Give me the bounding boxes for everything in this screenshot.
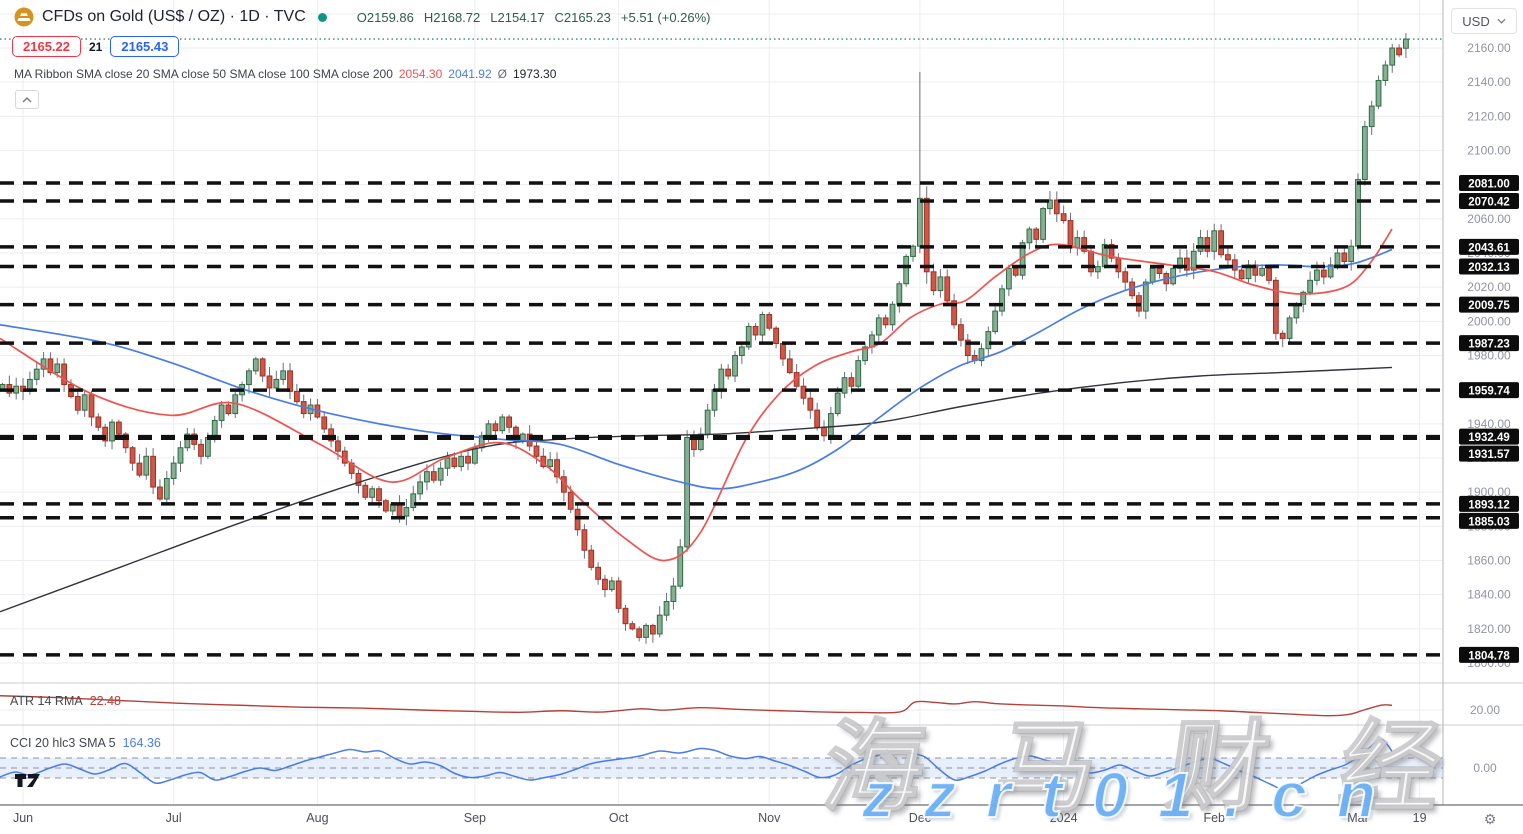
avg-value: 1973.30 [513,67,557,81]
svg-text:1987.23: 1987.23 [1468,339,1510,351]
svg-text:1893.12: 1893.12 [1468,499,1510,511]
ma-ribbon-legend[interactable]: MA Ribbon SMA close 20 SMA close 50 SMA … [14,67,556,81]
ohlc-values: O2159.86 H2168.72 L2154.17 C2165.23 +5.5… [356,9,711,25]
spread-value: 21 [89,39,103,54]
svg-text:Aug: Aug [306,811,328,825]
svg-text:2100.00: 2100.00 [1467,143,1511,157]
svg-text:1804.78: 1804.78 [1468,650,1510,662]
symbol-header[interactable]: CFDs on Gold (US$ / OZ) · 1D · TVC O2159… [14,7,711,27]
atr-label: ATR 14 RMA [10,694,83,708]
tradingview-logo[interactable] [13,771,45,795]
chevron-up-icon [22,96,32,102]
svg-text:2140.00: 2140.00 [1467,75,1511,89]
trade-buttons: 2165.22 21 2165.43 [12,36,180,57]
svg-text:1820.00: 1820.00 [1467,622,1511,636]
svg-text:1980.00: 1980.00 [1467,348,1511,362]
svg-text:2120.00: 2120.00 [1467,109,1511,123]
svg-text:2160.00: 2160.00 [1467,41,1511,55]
collapse-panel-button[interactable] [15,90,39,109]
svg-text:2081.00: 2081.00 [1468,178,1510,190]
cci-legend[interactable]: CCI 20 hlc3 SMA 5 164.36 [10,736,161,750]
svg-text:1932.49: 1932.49 [1468,432,1510,444]
svg-text:Nov: Nov [758,811,781,825]
svg-text:19: 19 [1413,811,1427,825]
cci-value: 164.36 [122,736,161,750]
sell-button[interactable]: 2165.22 [12,36,81,57]
svg-text:20.00: 20.00 [1470,703,1500,717]
cci-label: CCI 20 hlc3 SMA 5 [10,736,116,750]
svg-text:2032.13: 2032.13 [1468,262,1510,274]
buy-button[interactable]: 2165.43 [110,36,180,57]
sma20-value: 2054.30 [398,67,443,81]
svg-text:1885.03: 1885.03 [1468,516,1510,528]
change-value: +5.51 (+0.26%) [620,9,711,25]
svg-text:1860.00: 1860.00 [1467,553,1511,567]
market-status-icon[interactable] [317,12,327,22]
svg-text:2070.42: 2070.42 [1468,197,1510,209]
chevron-down-icon [1497,18,1506,24]
svg-text:0.00: 0.00 [1473,761,1497,775]
svg-text:Feb: Feb [1203,811,1225,825]
svg-text:Dec: Dec [909,811,931,825]
svg-text:1940.00: 1940.00 [1467,417,1511,431]
symbol-title: CFDs on Gold (US$ / OZ) · 1D · TVC [42,8,306,25]
gold-coin-icon [14,7,34,27]
svg-text:1959.74: 1959.74 [1468,386,1510,398]
svg-text:2060.00: 2060.00 [1467,212,1511,226]
time-axis-settings-gear-icon[interactable]: ⚙ [1484,811,1497,827]
svg-text:Jul: Jul [166,811,182,825]
svg-text:2020.00: 2020.00 [1467,280,1511,294]
svg-text:2000.00: 2000.00 [1467,314,1511,328]
svg-text:1900.00: 1900.00 [1467,485,1511,499]
atr-value: 22.48 [89,694,121,708]
currency-selector[interactable]: USD [1451,8,1517,34]
svg-text:2043.61: 2043.61 [1468,242,1510,254]
svg-text:Mar: Mar [1347,811,1369,825]
svg-text:1931.57: 1931.57 [1468,449,1510,461]
svg-text:Sep: Sep [464,811,486,825]
svg-text:2024: 2024 [1050,811,1078,825]
atr-legend[interactable]: ATR 14 RMA 22.48 [10,694,121,708]
svg-text:2009.75: 2009.75 [1468,300,1510,312]
svg-text:Oct: Oct [609,811,629,825]
svg-text:1840.00: 1840.00 [1467,588,1511,602]
sma50-value: 2041.92 [448,67,492,81]
svg-text:Jun: Jun [13,811,33,825]
avg-symbol: Ø [497,67,507,81]
currency-label: USD [1462,13,1490,29]
ma-ribbon-label: MA Ribbon SMA close 20 SMA close 50 SMA … [14,67,393,81]
